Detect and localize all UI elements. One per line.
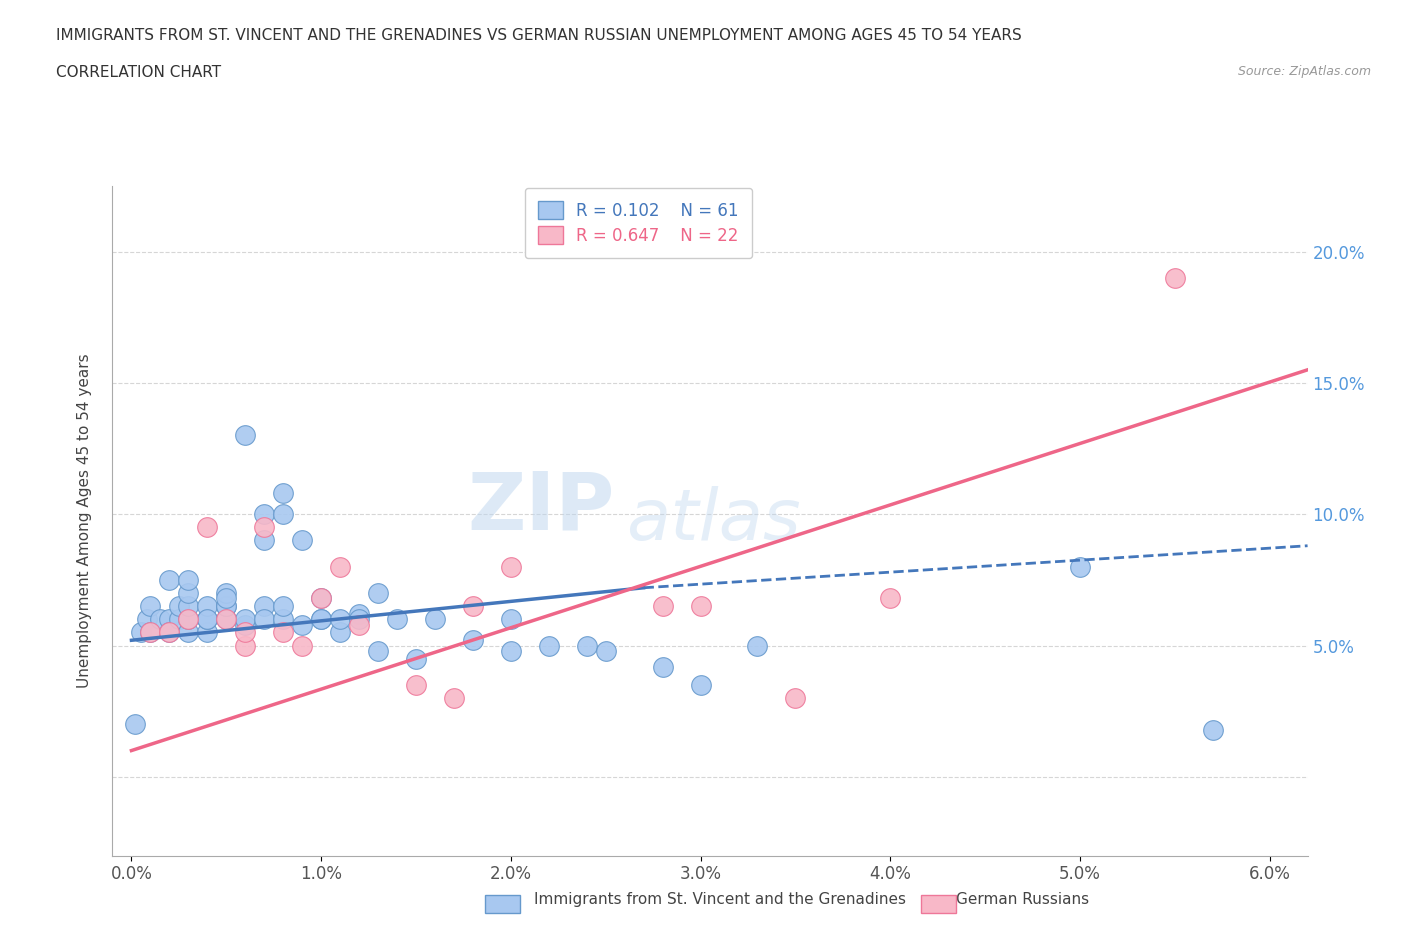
Point [215,586,238,601]
Point [167,599,190,614]
Point [177,612,200,627]
Point [233,625,256,640]
Point [177,612,200,627]
Point [215,599,238,614]
Point [785,691,807,706]
Point [253,520,276,535]
Point [139,625,162,640]
Point [253,533,276,548]
Point [329,625,352,640]
Point [129,625,152,640]
Point [329,559,352,574]
Point [139,625,162,640]
Point [385,612,408,627]
Point [879,591,901,605]
Text: Source: ZipAtlas.com: Source: ZipAtlas.com [1237,65,1371,78]
Point [367,586,389,601]
Point [689,677,711,692]
Text: CORRELATION CHART: CORRELATION CHART [56,65,221,80]
Point [575,638,598,653]
Point [651,599,673,614]
Point [233,612,256,627]
Point [499,612,522,627]
Point [347,606,370,621]
Point [423,612,446,627]
Point [157,612,180,627]
Point [309,591,332,605]
Text: ZIP: ZIP [467,469,614,547]
Point [1202,722,1225,737]
Point [347,612,370,627]
Point [651,659,673,674]
Point [195,625,218,640]
Point [253,599,276,614]
Point [139,599,162,614]
Point [233,428,256,443]
Point [309,591,332,605]
Point [309,612,332,627]
Point [461,599,484,614]
Text: IMMIGRANTS FROM ST. VINCENT AND THE GRENADINES VS GERMAN RUSSIAN UNEMPLOYMENT AM: IMMIGRANTS FROM ST. VINCENT AND THE GREN… [56,28,1022,43]
Point [537,638,560,653]
Point [215,599,238,614]
Point [595,644,617,658]
Point [233,618,256,632]
Point [405,651,427,666]
Point [291,533,314,548]
Point [367,644,389,658]
Point [157,625,180,640]
Point [195,520,218,535]
Text: Immigrants from St. Vincent and the Grenadines: Immigrants from St. Vincent and the Gren… [534,892,907,907]
Point [215,612,238,627]
Point [689,599,711,614]
Point [253,612,276,627]
Point [499,559,522,574]
Point [747,638,769,653]
Point [135,612,157,627]
Point [253,507,276,522]
Point [271,507,294,522]
Point [195,612,218,627]
Point [329,612,352,627]
Point [499,644,522,658]
Point [443,691,465,706]
Point [157,573,180,588]
Point [124,717,146,732]
Point [1164,271,1187,286]
Text: German Russians: German Russians [956,892,1090,907]
Point [177,625,200,640]
Point [157,625,180,640]
Point [271,625,294,640]
Point [405,677,427,692]
Point [347,618,370,632]
Point [291,618,314,632]
Point [215,612,238,627]
Point [271,485,294,500]
Point [233,638,256,653]
Point [271,612,294,627]
Text: atlas: atlas [626,486,801,555]
Point [1069,559,1091,574]
Point [215,591,238,605]
Point [291,638,314,653]
Point [461,632,484,647]
Legend: R = 0.102    N = 61, R = 0.647    N = 22: R = 0.102 N = 61, R = 0.647 N = 22 [524,188,752,259]
Point [149,612,172,627]
Point [195,599,218,614]
Point [309,612,332,627]
Point [195,612,218,627]
Point [177,586,200,601]
Y-axis label: Unemployment Among Ages 45 to 54 years: Unemployment Among Ages 45 to 54 years [77,353,91,688]
Point [167,612,190,627]
Point [177,599,200,614]
Point [177,573,200,588]
Point [271,599,294,614]
